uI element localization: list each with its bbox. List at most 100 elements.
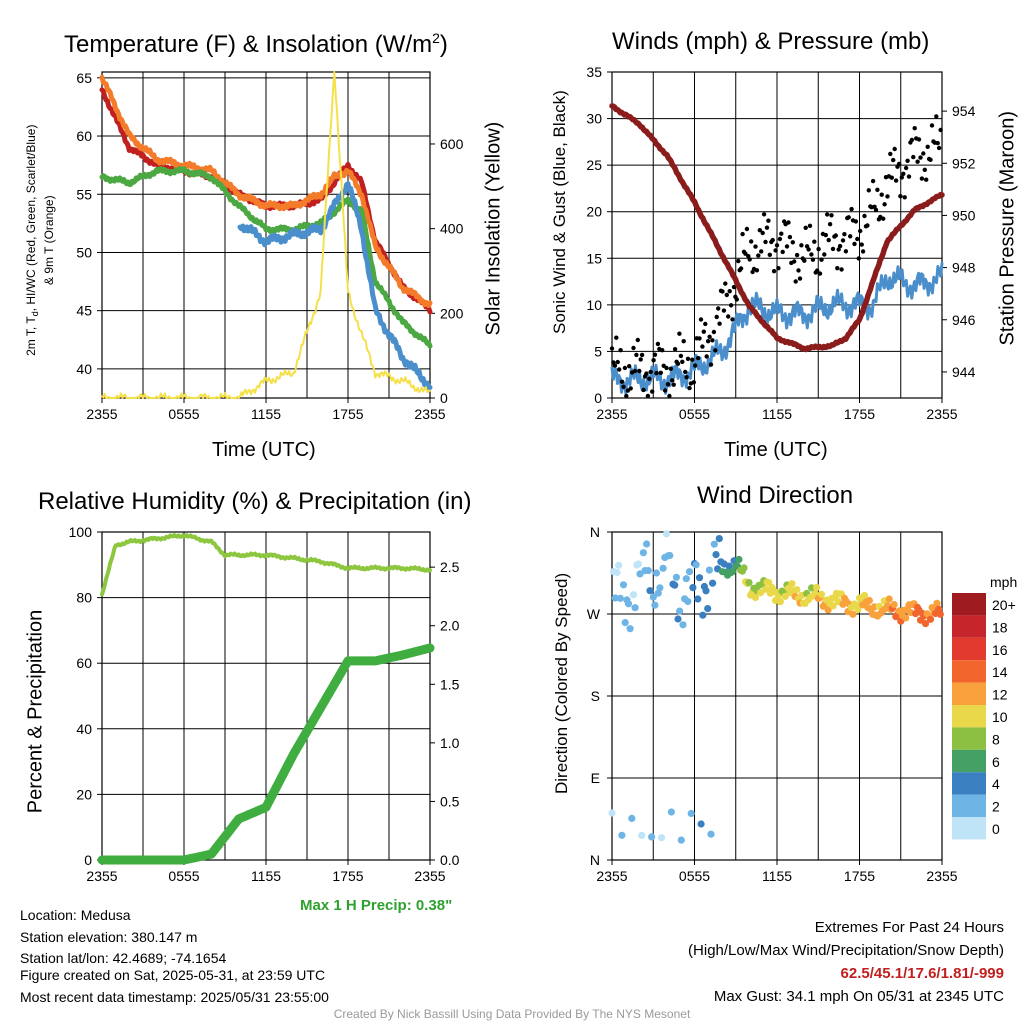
- gust-point: [619, 379, 625, 384]
- gust-point: [736, 258, 741, 264]
- direction-point: [712, 551, 720, 559]
- humidity-ytick-label: 80: [76, 590, 92, 606]
- gust-point: [667, 393, 672, 399]
- gust-point: [717, 321, 722, 326]
- gust-point: [790, 240, 795, 245]
- direction-point: [854, 605, 862, 614]
- gust-point: [677, 331, 682, 336]
- max-precip-annotation: Max 1 H Precip: 0.38": [300, 897, 453, 914]
- dewpoint-series: [99, 165, 433, 349]
- winds-panel: 2355 0555 1155 1755 235505101520253035944946…: [586, 64, 975, 422]
- direction-point: [654, 589, 662, 597]
- extremes-subtitle: (High/Low/Max Wind/Precipitation/Snow De…: [688, 942, 1004, 959]
- direction-point: [671, 581, 679, 589]
- gust-point: [693, 363, 698, 368]
- gust-point: [866, 188, 871, 193]
- precipitation-series: [97, 643, 435, 865]
- direction-point: [621, 619, 629, 627]
- direction-point: [745, 579, 753, 587]
- winds-xtick-label: 1155: [762, 406, 792, 422]
- temperature-ytick-label: 50: [76, 244, 92, 260]
- winds-right-axis-label: Station Pressure (Maroon): [996, 110, 1019, 346]
- gust-point: [664, 365, 669, 371]
- info-latlon: Station lat/lon: 42.4689; -74.1654: [20, 950, 227, 966]
- gust-point: [906, 174, 912, 179]
- humidity-xtick-label: 2355: [86, 868, 117, 884]
- direction-point: [710, 540, 718, 548]
- gust-point: [889, 175, 894, 180]
- direction-point: [618, 831, 626, 839]
- gust-point: [822, 252, 827, 257]
- wind-direction-panel: 2355 0555 1155 1755 2355NWSEN20+181614121086…: [587, 524, 1016, 884]
- gust-point: [708, 362, 714, 367]
- temperature-xtick-label: 2355: [414, 406, 445, 422]
- speed-legend-label: 6: [992, 754, 1000, 770]
- direction-ytick-label: N: [590, 852, 600, 868]
- direction-point: [684, 597, 692, 606]
- gust-point: [774, 243, 780, 248]
- gust-point: [726, 314, 731, 319]
- direction-point: [921, 620, 930, 628]
- extremes-title: Extremes For Past 24 Hours: [814, 919, 1004, 936]
- temperature-y2tick-label: 400: [440, 221, 464, 237]
- gust-point: [892, 146, 897, 152]
- gust-point: [614, 335, 619, 340]
- gust-point: [836, 247, 841, 252]
- gust-point: [807, 223, 813, 228]
- gust-point: [794, 252, 800, 258]
- gust-point: [802, 258, 807, 263]
- direction-point: [689, 584, 697, 592]
- gust-point: [713, 348, 718, 353]
- direction-point: [662, 530, 671, 538]
- speed-legend-swatch: [952, 817, 986, 840]
- humidity-y2tick-label: 0.0: [440, 852, 460, 868]
- speed-legend-label: 8: [992, 731, 1000, 747]
- direction-point: [649, 593, 657, 601]
- direction-xtick-label: 1755: [844, 868, 875, 884]
- gust-point: [929, 123, 935, 128]
- gust-point: [670, 378, 675, 383]
- gust-point: [839, 267, 844, 272]
- humidity-ytick-label: 100: [69, 524, 93, 540]
- gust-point: [639, 352, 645, 358]
- gust-point: [658, 370, 663, 375]
- gust-point: [924, 177, 929, 182]
- speed-legend-label: 4: [992, 776, 1000, 792]
- direction-point: [687, 809, 695, 818]
- direction-point: [793, 586, 801, 594]
- gust-point: [787, 234, 793, 240]
- gust-point: [816, 246, 821, 252]
- direction-point: [651, 601, 659, 609]
- gust-point: [777, 236, 783, 242]
- gust-point: [631, 345, 636, 351]
- direction-point: [608, 809, 616, 817]
- direction-point: [624, 600, 633, 608]
- direction-ytick-label: S: [591, 688, 600, 704]
- gust-point: [609, 346, 615, 351]
- winds-panel-title: Winds (mph) & Pressure (mb): [612, 28, 930, 55]
- direction-point: [644, 567, 652, 575]
- gust-point: [747, 257, 752, 262]
- direction-point: [761, 585, 770, 593]
- gust-point: [754, 268, 760, 273]
- direction-ytick-label: W: [587, 606, 601, 622]
- gust-point: [624, 393, 629, 399]
- gust-point: [862, 213, 867, 219]
- gust-point: [852, 241, 857, 247]
- gust-point: [760, 230, 765, 236]
- gust-point: [810, 257, 816, 262]
- gust-point: [635, 337, 640, 343]
- direction-point: [685, 568, 694, 576]
- gust-point: [727, 289, 732, 294]
- extremes-values: 62.5/45.1/17.6/1.81/-999: [840, 965, 1004, 982]
- relative-humidity-series: [100, 533, 432, 597]
- temperature-y2tick-label: 0: [440, 390, 448, 406]
- direction-point: [824, 606, 832, 614]
- humidity-ytick-label: 0: [84, 852, 92, 868]
- gust-point: [668, 366, 673, 371]
- info-elevation: Station elevation: 380.147 m: [20, 929, 198, 945]
- direction-point: [695, 574, 704, 582]
- gust-point: [812, 239, 817, 244]
- direction-point: [902, 614, 910, 622]
